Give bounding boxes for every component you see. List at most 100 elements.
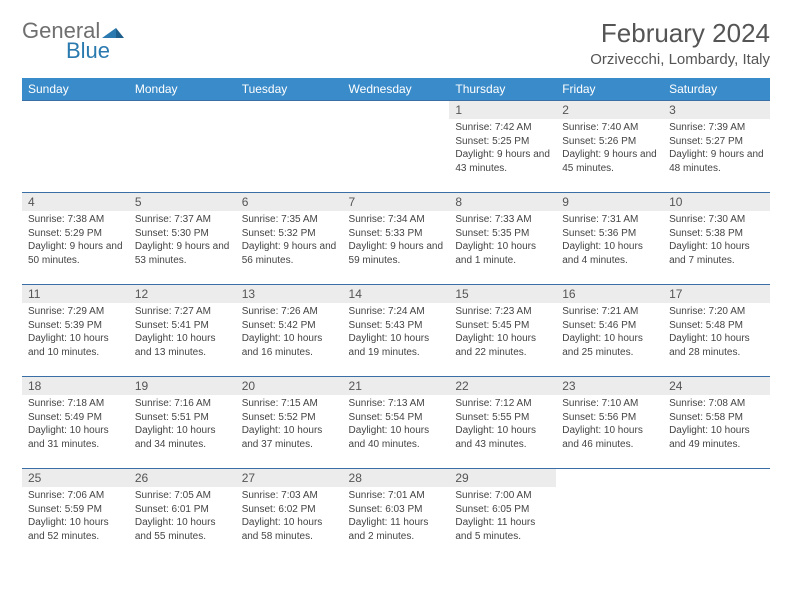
day-number: 3 (663, 101, 770, 119)
day-info: Sunrise: 7:31 AMSunset: 5:36 PMDaylight:… (556, 211, 663, 271)
day-info: Sunrise: 7:13 AMSunset: 5:54 PMDaylight:… (343, 395, 450, 455)
calendar-day-cell: 13Sunrise: 7:26 AMSunset: 5:42 PMDayligh… (236, 285, 343, 377)
day-number: 7 (343, 193, 450, 211)
daylight-text: Daylight: 9 hours and 50 minutes. (28, 240, 123, 267)
calendar-day-cell (22, 101, 129, 193)
calendar-day-cell: 7Sunrise: 7:34 AMSunset: 5:33 PMDaylight… (343, 193, 450, 285)
day-number: 5 (129, 193, 236, 211)
day-info: Sunrise: 7:29 AMSunset: 5:39 PMDaylight:… (22, 303, 129, 363)
day-number (556, 469, 663, 487)
day-info: Sunrise: 7:23 AMSunset: 5:45 PMDaylight:… (449, 303, 556, 363)
daylight-text: Daylight: 10 hours and 40 minutes. (349, 424, 444, 451)
sunset-text: Sunset: 5:58 PM (669, 411, 764, 425)
daylight-text: Daylight: 9 hours and 53 minutes. (135, 240, 230, 267)
sunset-text: Sunset: 5:55 PM (455, 411, 550, 425)
sunrise-text: Sunrise: 7:01 AM (349, 489, 444, 503)
day-number: 14 (343, 285, 450, 303)
sunrise-text: Sunrise: 7:29 AM (28, 305, 123, 319)
sunrise-text: Sunrise: 7:13 AM (349, 397, 444, 411)
day-info: Sunrise: 7:03 AMSunset: 6:02 PMDaylight:… (236, 487, 343, 547)
day-info: Sunrise: 7:15 AMSunset: 5:52 PMDaylight:… (236, 395, 343, 455)
sunset-text: Sunset: 6:02 PM (242, 503, 337, 517)
calendar-week-row: 18Sunrise: 7:18 AMSunset: 5:49 PMDayligh… (22, 377, 770, 469)
sunset-text: Sunset: 5:39 PM (28, 319, 123, 333)
daylight-text: Daylight: 10 hours and 37 minutes. (242, 424, 337, 451)
day-info: Sunrise: 7:00 AMSunset: 6:05 PMDaylight:… (449, 487, 556, 547)
day-info: Sunrise: 7:20 AMSunset: 5:48 PMDaylight:… (663, 303, 770, 363)
day-header: Wednesday (343, 78, 450, 101)
day-number (236, 101, 343, 119)
daylight-text: Daylight: 10 hours and 10 minutes. (28, 332, 123, 359)
daylight-text: Daylight: 10 hours and 7 minutes. (669, 240, 764, 267)
day-number (22, 101, 129, 119)
day-number: 20 (236, 377, 343, 395)
day-number (343, 101, 450, 119)
sunrise-text: Sunrise: 7:38 AM (28, 213, 123, 227)
sunrise-text: Sunrise: 7:05 AM (135, 489, 230, 503)
day-number: 8 (449, 193, 556, 211)
sunset-text: Sunset: 5:35 PM (455, 227, 550, 241)
day-info: Sunrise: 7:18 AMSunset: 5:49 PMDaylight:… (22, 395, 129, 455)
daylight-text: Daylight: 9 hours and 43 minutes. (455, 148, 550, 175)
sunset-text: Sunset: 5:25 PM (455, 135, 550, 149)
sunrise-text: Sunrise: 7:35 AM (242, 213, 337, 227)
sunrise-text: Sunrise: 7:24 AM (349, 305, 444, 319)
title-block: February 2024 Orzivecchi, Lombardy, Ital… (590, 18, 770, 68)
calendar-day-cell (556, 469, 663, 561)
day-number: 21 (343, 377, 450, 395)
calendar-day-cell: 20Sunrise: 7:15 AMSunset: 5:52 PMDayligh… (236, 377, 343, 469)
sunset-text: Sunset: 5:32 PM (242, 227, 337, 241)
daylight-text: Daylight: 10 hours and 43 minutes. (455, 424, 550, 451)
day-info: Sunrise: 7:01 AMSunset: 6:03 PMDaylight:… (343, 487, 450, 547)
sunrise-text: Sunrise: 7:39 AM (669, 121, 764, 135)
day-info: Sunrise: 7:33 AMSunset: 5:35 PMDaylight:… (449, 211, 556, 271)
daylight-text: Daylight: 10 hours and 28 minutes. (669, 332, 764, 359)
day-info: Sunrise: 7:35 AMSunset: 5:32 PMDaylight:… (236, 211, 343, 271)
sunset-text: Sunset: 5:59 PM (28, 503, 123, 517)
calendar-week-row: 11Sunrise: 7:29 AMSunset: 5:39 PMDayligh… (22, 285, 770, 377)
sunset-text: Sunset: 6:03 PM (349, 503, 444, 517)
day-number: 1 (449, 101, 556, 119)
sunset-text: Sunset: 5:48 PM (669, 319, 764, 333)
day-header: Thursday (449, 78, 556, 101)
sunrise-text: Sunrise: 7:18 AM (28, 397, 123, 411)
calendar-day-cell: 25Sunrise: 7:06 AMSunset: 5:59 PMDayligh… (22, 469, 129, 561)
logo-text-blue: Blue (66, 38, 110, 64)
day-number: 23 (556, 377, 663, 395)
day-header: Saturday (663, 78, 770, 101)
calendar-day-cell (129, 101, 236, 193)
calendar-day-cell: 8Sunrise: 7:33 AMSunset: 5:35 PMDaylight… (449, 193, 556, 285)
day-info: Sunrise: 7:27 AMSunset: 5:41 PMDaylight:… (129, 303, 236, 363)
day-number (663, 469, 770, 487)
sunrise-text: Sunrise: 7:16 AM (135, 397, 230, 411)
sunrise-text: Sunrise: 7:30 AM (669, 213, 764, 227)
day-number: 6 (236, 193, 343, 211)
sunrise-text: Sunrise: 7:31 AM (562, 213, 657, 227)
day-info: Sunrise: 7:10 AMSunset: 5:56 PMDaylight:… (556, 395, 663, 455)
daylight-text: Daylight: 10 hours and 34 minutes. (135, 424, 230, 451)
daylight-text: Daylight: 10 hours and 31 minutes. (28, 424, 123, 451)
calendar-day-cell: 3Sunrise: 7:39 AMSunset: 5:27 PMDaylight… (663, 101, 770, 193)
calendar-day-cell: 2Sunrise: 7:40 AMSunset: 5:26 PMDaylight… (556, 101, 663, 193)
sunrise-text: Sunrise: 7:21 AM (562, 305, 657, 319)
day-info: Sunrise: 7:24 AMSunset: 5:43 PMDaylight:… (343, 303, 450, 363)
day-number: 10 (663, 193, 770, 211)
calendar-week-row: 25Sunrise: 7:06 AMSunset: 5:59 PMDayligh… (22, 469, 770, 561)
daylight-text: Daylight: 11 hours and 2 minutes. (349, 516, 444, 543)
sunset-text: Sunset: 5:29 PM (28, 227, 123, 241)
sunrise-text: Sunrise: 7:27 AM (135, 305, 230, 319)
calendar-day-cell: 4Sunrise: 7:38 AMSunset: 5:29 PMDaylight… (22, 193, 129, 285)
sunset-text: Sunset: 5:42 PM (242, 319, 337, 333)
sunset-text: Sunset: 5:56 PM (562, 411, 657, 425)
day-info: Sunrise: 7:37 AMSunset: 5:30 PMDaylight:… (129, 211, 236, 271)
day-header: Monday (129, 78, 236, 101)
calendar-day-cell: 17Sunrise: 7:20 AMSunset: 5:48 PMDayligh… (663, 285, 770, 377)
calendar-day-cell: 11Sunrise: 7:29 AMSunset: 5:39 PMDayligh… (22, 285, 129, 377)
day-number: 17 (663, 285, 770, 303)
day-info: Sunrise: 7:12 AMSunset: 5:55 PMDaylight:… (449, 395, 556, 455)
sunset-text: Sunset: 5:27 PM (669, 135, 764, 149)
sunrise-text: Sunrise: 7:12 AM (455, 397, 550, 411)
sunset-text: Sunset: 5:45 PM (455, 319, 550, 333)
sunrise-text: Sunrise: 7:10 AM (562, 397, 657, 411)
sunrise-text: Sunrise: 7:23 AM (455, 305, 550, 319)
